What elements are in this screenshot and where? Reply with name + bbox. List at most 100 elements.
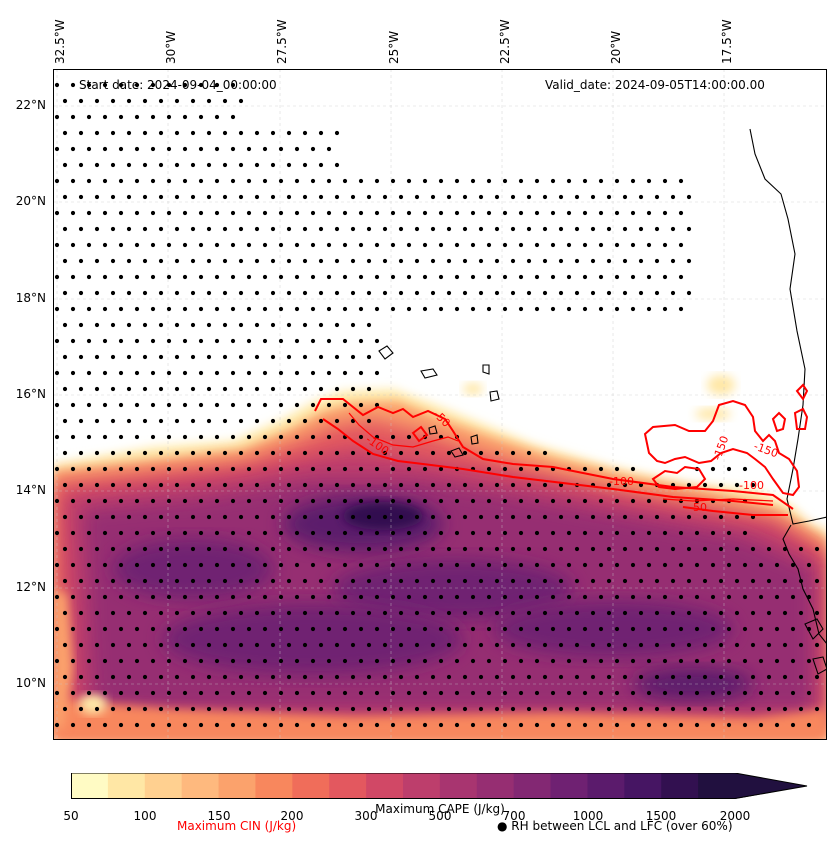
stipple-dot — [422, 178, 428, 184]
stipple-dot — [582, 626, 588, 632]
stipple-dot — [614, 562, 620, 568]
stipple-dot — [630, 178, 636, 184]
stipple-dot — [270, 162, 276, 168]
stipple-dot — [342, 178, 348, 184]
stipple-dot — [246, 722, 252, 728]
stipple-dot — [230, 370, 236, 376]
stipple-dot — [246, 306, 252, 312]
stipple-dot — [438, 594, 444, 600]
stipple-dot — [190, 578, 196, 584]
stipple-dot — [326, 242, 332, 248]
stipple-dot — [662, 498, 668, 504]
stipple-dot — [286, 130, 292, 136]
colorbar-swatch — [513, 773, 552, 799]
stipple-dot — [142, 706, 148, 712]
start-date-label: Start date: 2024-09-04_00:00:00 — [79, 78, 277, 92]
stipple-dot — [398, 578, 404, 584]
stipple-dot — [118, 434, 124, 440]
stipple-dot — [502, 242, 508, 248]
stipple-dot — [78, 610, 84, 616]
stipple-dot — [702, 610, 708, 616]
stipple-dot — [110, 418, 116, 424]
stipple-dot — [582, 530, 588, 536]
stipple-dot — [182, 562, 188, 568]
stipple-dot — [310, 178, 316, 184]
stipple-dot — [54, 690, 60, 696]
stipple-dot — [166, 82, 172, 88]
stipple-dot — [286, 322, 292, 328]
stipple-dot — [654, 226, 660, 232]
stipple-dot — [494, 226, 500, 232]
colorbar-swatch — [698, 773, 736, 799]
stipple-dot — [422, 658, 428, 664]
stipple-dot — [102, 434, 108, 440]
stipple-dot — [222, 194, 228, 200]
stipple-dot — [158, 290, 164, 296]
stipple-dot — [510, 482, 516, 488]
stipple-dot — [310, 434, 316, 440]
stipple-dot — [646, 242, 652, 248]
stipple-dot — [326, 210, 332, 216]
stipple-dot — [406, 690, 412, 696]
stipple-dot — [230, 530, 236, 536]
stipple-dot — [94, 450, 100, 456]
stipple-dot — [462, 514, 468, 520]
stipple-dot — [278, 498, 284, 504]
stipple-dot — [718, 546, 724, 552]
stipple-dot — [478, 514, 484, 520]
stipple-dot — [70, 274, 76, 280]
stipple-dot — [134, 594, 140, 600]
stipple-dot — [726, 530, 732, 536]
stipple-dot — [646, 498, 652, 504]
stipple-dot — [310, 530, 316, 536]
stipple-dot — [446, 290, 452, 296]
stipple-dot — [782, 642, 788, 648]
stipple-dot — [278, 146, 284, 152]
stipple-dot — [214, 306, 220, 312]
stipple-dot — [526, 706, 532, 712]
stipple-dot — [150, 306, 156, 312]
colorbar-swatch — [476, 773, 515, 799]
stipple-dot — [454, 594, 460, 600]
stipple-dot — [174, 642, 180, 648]
stipple-dot — [342, 338, 348, 344]
stipple-dot — [406, 466, 412, 472]
stipple-dot — [126, 706, 132, 712]
stipple-dot — [454, 242, 460, 248]
stipple-dot — [358, 210, 364, 216]
stipple-dot — [78, 98, 84, 104]
stipple-dot — [382, 610, 388, 616]
stipple-dot — [62, 226, 68, 232]
stipple-dot — [462, 226, 468, 232]
stipple-dot — [638, 226, 644, 232]
stipple-dot — [246, 274, 252, 280]
stipple-dot — [78, 482, 84, 488]
stipple-dot — [734, 578, 740, 584]
stipple-dot — [790, 658, 796, 664]
stipple-dot — [494, 706, 500, 712]
stipple-dot — [606, 226, 612, 232]
stipple-dot — [126, 194, 132, 200]
stipple-dot — [166, 562, 172, 568]
stipple-dot — [70, 306, 76, 312]
stipple-dot — [54, 114, 60, 120]
stipple-dot — [638, 258, 644, 264]
stipple-dot — [102, 402, 108, 408]
stipple-dot — [342, 562, 348, 568]
stipple-dot — [518, 658, 524, 664]
stipple-dot — [590, 514, 596, 520]
stipple-dot — [94, 546, 100, 552]
stipple-dot — [334, 578, 340, 584]
stipple-dot — [414, 674, 420, 680]
stipple-dot — [646, 274, 652, 280]
stipple-dot — [550, 210, 556, 216]
stipple-dot — [214, 402, 220, 408]
stipple-dot — [310, 498, 316, 504]
stipple-dot — [198, 82, 204, 88]
stipple-dot — [326, 370, 332, 376]
stipple-dot — [278, 626, 284, 632]
stipple-dot — [470, 274, 476, 280]
stipple-dot — [374, 338, 380, 344]
stipple-dot — [374, 562, 380, 568]
stipple-dot — [78, 354, 84, 360]
